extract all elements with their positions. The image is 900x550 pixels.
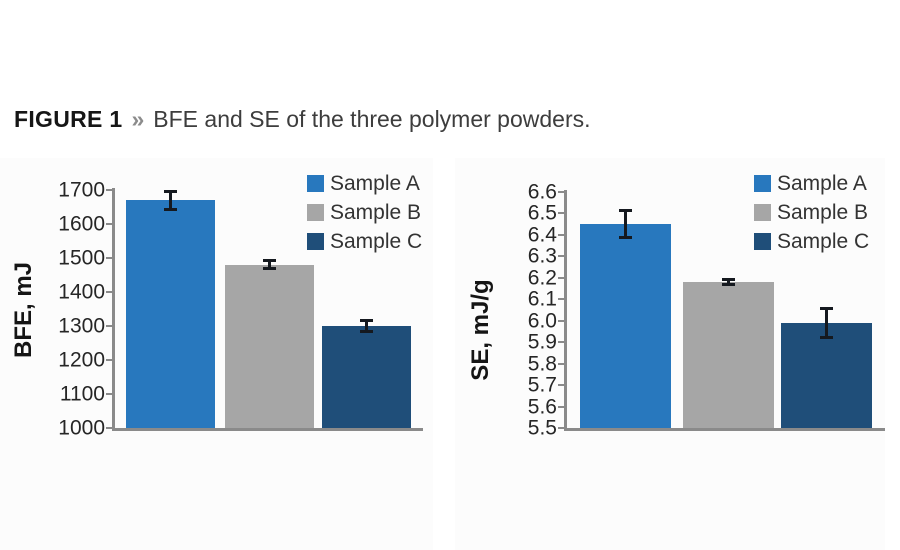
y-tick-label: 6.0 — [527, 309, 557, 333]
y-tick-mark — [106, 393, 112, 395]
bar-sample-a — [126, 200, 215, 428]
figure-caption: BFE and SE of the three polymer powders. — [153, 106, 591, 132]
legend-item-sample-c: Sample C — [307, 230, 422, 252]
y-tick-label: 1600 — [58, 212, 105, 236]
legend-item-sample-b: Sample B — [307, 201, 421, 223]
figure-label: FIGURE 1 — [14, 106, 123, 132]
error-cap-top-sample-b — [722, 277, 735, 281]
bar-sample-b — [225, 264, 314, 428]
bar-sample-c — [781, 322, 872, 428]
y-tick-label: 1300 — [58, 314, 105, 338]
y-tick-label: 6.1 — [527, 287, 557, 311]
legend-label-sample-a: Sample A — [777, 171, 867, 195]
y-tick-mark — [106, 257, 112, 259]
error-cap-top-sample-a — [619, 209, 632, 213]
legend-swatch-sample-a — [754, 174, 771, 192]
y-tick-label: 6.6 — [527, 180, 557, 204]
y-tick-mark — [558, 427, 564, 429]
bfe-chart: BFE, mJ 1700 1600 1500 1400 1300 1200 1100 1000… — [0, 158, 433, 550]
y-tick-label: 6.3 — [527, 244, 557, 268]
y-tick-mark — [106, 223, 112, 225]
error-cap-bottom-sample-b — [263, 267, 276, 271]
y-tick-mark — [558, 405, 564, 408]
y-tick-mark — [558, 319, 564, 322]
error-bar-sample-a — [624, 211, 627, 238]
legend-label-sample-c: Sample C — [330, 229, 423, 253]
y-tick-mark — [558, 384, 564, 387]
error-cap-bottom-sample-c — [360, 330, 373, 334]
y-tick-mark — [106, 359, 112, 361]
error-cap-bottom-sample-b — [722, 283, 735, 287]
y-tick-label: 1400 — [58, 280, 105, 304]
error-cap-top-sample-b — [263, 259, 276, 263]
y-tick-label: 1100 — [59, 382, 105, 406]
error-cap-top-sample-a — [164, 189, 177, 193]
legend-label-sample-b: Sample B — [777, 200, 869, 224]
bfe-y-axis-label: BFE, mJ — [10, 261, 37, 359]
x-axis-line — [564, 428, 885, 431]
y-tick-mark — [106, 427, 112, 429]
se-chart: SE, mJ/g 6.6 6.5 6.4 6.3 6.2 6.1 6.0 5.9 5.8 5.7 5… — [455, 158, 885, 550]
y-tick-label: 5.8 — [527, 352, 557, 376]
error-cap-bottom-sample-c — [820, 335, 833, 339]
y-tick-mark — [558, 276, 564, 279]
legend-item-sample-b: Sample B — [754, 201, 868, 223]
legend-label-sample-c: Sample C — [777, 229, 870, 253]
y-tick-mark — [106, 291, 112, 293]
legend-label-sample-a: Sample A — [330, 171, 420, 195]
y-tick-label: 1000 — [58, 416, 105, 440]
y-tick-label: 5.5 — [527, 416, 557, 440]
legend-swatch-sample-a — [307, 174, 324, 192]
error-cap-top-sample-c — [820, 306, 833, 310]
y-tick-label: 1500 — [58, 246, 105, 270]
error-bar-sample-b — [727, 279, 730, 285]
y-tick-mark — [558, 341, 564, 344]
error-cap-bottom-sample-a — [619, 236, 632, 240]
error-bar-sample-c — [365, 320, 368, 332]
y-tick-label: 1700 — [58, 178, 105, 202]
error-cap-top-sample-c — [360, 318, 373, 322]
y-tick-mark — [106, 325, 112, 327]
y-tick-label: 5.9 — [527, 330, 557, 354]
chevron-separator-icon: » — [131, 106, 145, 132]
y-tick-mark — [558, 298, 564, 301]
bar-sample-c — [322, 326, 411, 428]
legend-swatch-sample-b — [307, 203, 324, 221]
y-tick-mark — [106, 189, 112, 191]
y-tick-label: 5.7 — [527, 373, 557, 397]
figure-title: FIGURE 1 » BFE and SE of the three polym… — [14, 106, 591, 133]
y-tick-mark — [558, 233, 564, 236]
y-tick-label: 1200 — [58, 348, 105, 372]
x-axis-line — [112, 428, 423, 431]
legend-item-sample-a: Sample A — [754, 172, 867, 194]
y-tick-label: 6.2 — [527, 266, 557, 290]
error-bar-sample-c — [825, 308, 828, 337]
legend-item-sample-c: Sample C — [754, 230, 869, 252]
y-tick-label: 6.5 — [527, 201, 557, 225]
legend-label-sample-b: Sample B — [330, 200, 422, 224]
y-tick-label: 5.6 — [527, 395, 557, 419]
legend-swatch-sample-b — [754, 203, 771, 221]
y-axis-line — [112, 188, 115, 431]
y-tick-mark — [558, 255, 564, 258]
legend-swatch-sample-c — [754, 232, 771, 250]
y-tick-mark — [558, 191, 564, 193]
y-axis-line — [564, 190, 567, 431]
y-tick-mark — [558, 362, 564, 365]
y-tick-label: 6.4 — [527, 223, 557, 247]
error-cap-bottom-sample-a — [164, 207, 177, 211]
legend-item-sample-a: Sample A — [307, 172, 420, 194]
error-bar-sample-b — [268, 261, 271, 269]
error-bar-sample-a — [169, 191, 172, 209]
bar-sample-b — [683, 282, 774, 428]
bar-sample-a — [580, 224, 671, 428]
se-y-axis-label: SE, mJ/g — [467, 279, 494, 381]
y-tick-mark — [558, 212, 564, 215]
legend-swatch-sample-c — [307, 232, 324, 250]
